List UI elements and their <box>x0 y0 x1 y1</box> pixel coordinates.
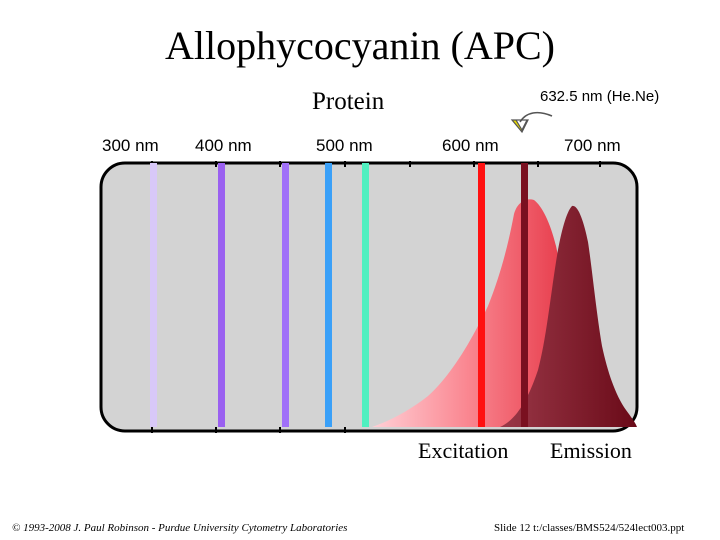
footer-copyright: © 1993-2008 J. Paul Robinson - Purdue Un… <box>12 522 348 534</box>
excitation-curve <box>372 199 559 427</box>
laser-line-violet <box>218 163 225 427</box>
tick-label-600: 600 nm <box>442 136 499 155</box>
emission-curve <box>500 205 637 427</box>
laser-line-aqua <box>362 163 369 427</box>
footer-slide-info: Slide 12 t:/classes/BMS524/524lect003.pp… <box>494 522 685 534</box>
slide-title: Allophycocyanin (APC) <box>165 23 555 68</box>
laser-line-blue <box>325 163 332 427</box>
protein-label: Protein <box>312 88 385 115</box>
tick-label-300: 300 nm <box>102 136 159 155</box>
excitation-label: Excitation <box>418 438 509 463</box>
laser-line-violet-light <box>150 163 157 427</box>
laser-line-purple <box>282 163 289 427</box>
tick-label-500: 500 nm <box>316 136 373 155</box>
tick-label-700: 700 nm <box>564 136 621 155</box>
tick-label-400: 400 nm <box>195 136 252 155</box>
laser-line-red <box>478 163 485 427</box>
laser-arrow-icon <box>510 111 553 134</box>
laser-wavelength-label: 632.5 nm (He.Ne) <box>540 88 660 105</box>
tick-marks <box>151 161 601 433</box>
laser-line-darkred <box>521 163 528 427</box>
emission-label: Emission <box>550 438 632 463</box>
